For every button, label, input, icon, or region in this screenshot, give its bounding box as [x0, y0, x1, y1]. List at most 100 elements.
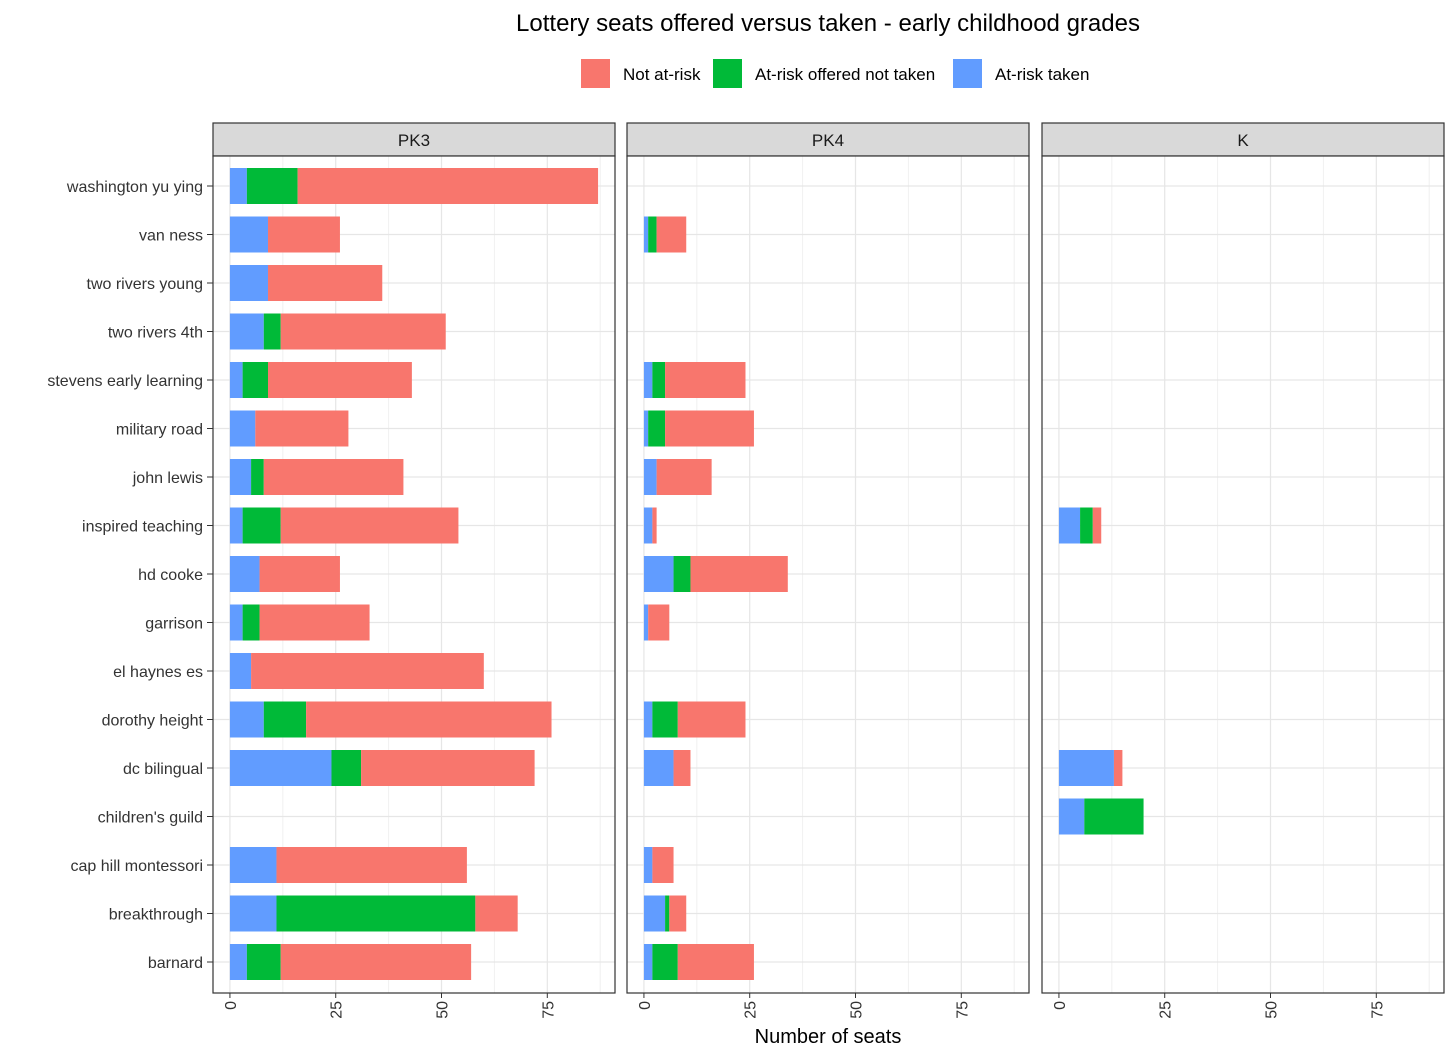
bar-pk3-garrison-offered [242, 604, 260, 641]
y-tick-label-van-ness: van ness [139, 228, 203, 245]
bar-pk4-barnard-taken [643, 944, 653, 980]
bar-pk3-two-rivers-young-not-at-risk [268, 265, 383, 301]
bar-pk3-stevens-early-learning-offered [242, 362, 269, 398]
bar-k-children-s-guild-taken [1058, 798, 1085, 835]
bar-pk4-van-ness-taken [643, 216, 649, 253]
y-tick-label-hd-cooke: hd cooke [138, 567, 203, 584]
bar-pk3-two-rivers-4th-not-at-risk [280, 313, 446, 350]
bar-pk4-inspired-teaching-taken [643, 507, 653, 544]
panel-pk3: PK3 0 25 50 75 [212, 122, 616, 1019]
bar-pk4-military-road-taken [643, 410, 649, 447]
bar-k-children-s-guild-offered [1084, 798, 1144, 835]
bar-k-inspired-teaching-taken [1058, 507, 1081, 544]
bar-pk3-van-ness-taken [229, 216, 269, 253]
bar-pk3-two-rivers-young-taken [229, 265, 269, 301]
bar-pk4-garrison-taken [643, 604, 649, 641]
panel-k: K 0 25 50 75 [1041, 122, 1445, 1019]
x-tick-label: 0 [1052, 1001, 1069, 1010]
bar-pk3-dc-bilingual-offered [331, 750, 362, 786]
bar-pk4-cap-hill-montessori-taken [643, 847, 653, 883]
legend-key-not-at-risk [581, 59, 610, 88]
bar-k-dc-bilingual-not-at-risk [1113, 750, 1123, 786]
bar-pk3-john-lewis-offered [251, 459, 264, 495]
bar-pk4-cap-hill-montessori-not-at-risk [652, 847, 674, 883]
bar-pk3-inspired-teaching-taken [229, 507, 243, 544]
bar-pk3-breakthrough-offered [276, 895, 476, 932]
bar-pk4-john-lewis-not-at-risk [656, 459, 712, 495]
panel-strip [626, 122, 1030, 157]
bar-pk3-stevens-early-learning-not-at-risk [268, 362, 412, 398]
bar-pk3-breakthrough-taken [229, 895, 277, 932]
bar-pk4-military-road-offered [648, 410, 666, 447]
x-tick-label: 50 [849, 1001, 866, 1019]
y-tick-label-stevens-early-learning: stevens early learning [47, 373, 203, 390]
panels: PK3 0 25 50 75 PK4 0 25 50 75 K 0 25 50 75 [212, 122, 1445, 1019]
y-tick-label-inspired-teaching: inspired teaching [82, 519, 203, 536]
bar-pk4-breakthrough-not-at-risk [669, 895, 687, 932]
bar-pk3-dorothy-height-taken [229, 701, 264, 738]
bar-k-dc-bilingual-taken [1058, 750, 1114, 786]
bar-pk4-barnard-offered [652, 944, 678, 980]
y-tick-label-two-rivers-4th: two rivers 4th [108, 325, 203, 342]
legend-label-not-at-risk: Not at-risk [623, 65, 701, 84]
y-tick-label-barnard: barnard [148, 955, 203, 972]
bar-pk3-dorothy-height-not-at-risk [306, 701, 552, 738]
bar-pk3-military-road-not-at-risk [255, 410, 349, 447]
bar-pk3-van-ness-not-at-risk [268, 216, 340, 253]
y-tick-label-el-haynes-es: el haynes es [113, 664, 203, 681]
legend-label-taken: At-risk taken [995, 65, 1089, 84]
bar-pk3-barnard-taken [229, 944, 247, 980]
legend-key-offered [713, 59, 742, 88]
bar-pk4-hd-cooke-not-at-risk [690, 556, 788, 592]
bar-pk3-cap-hill-montessori-not-at-risk [276, 847, 467, 883]
y-tick-label-breakthrough: breakthrough [109, 907, 203, 924]
panel-strip-label: PK4 [812, 131, 844, 150]
bar-pk4-stevens-early-learning-offered [652, 362, 666, 398]
bar-pk4-dorothy-height-taken [643, 701, 653, 738]
bar-pk3-dc-bilingual-not-at-risk [361, 750, 535, 786]
bar-pk4-van-ness-offered [648, 216, 657, 253]
bar-pk3-washington-yu-ying-offered [246, 168, 298, 204]
bar-pk4-barnard-not-at-risk [677, 944, 754, 980]
y-tick-label-dc-bilingual: dc bilingual [123, 761, 203, 778]
y-tick-label-dorothy-height: dorothy height [102, 713, 204, 730]
x-tick-label: 50 [435, 1001, 452, 1019]
x-tick-label: 0 [637, 1001, 654, 1010]
bar-pk4-dc-bilingual-taken [643, 750, 674, 786]
y-tick-label-john-lewis: john lewis [132, 470, 203, 487]
legend-label-offered: At-risk offered not taken [755, 65, 935, 84]
y-tick-label-children-s-guild: children's guild [98, 810, 203, 827]
bar-pk4-breakthrough-offered [665, 895, 670, 932]
bar-pk4-dc-bilingual-not-at-risk [673, 750, 691, 786]
bar-pk3-cap-hill-montessori-taken [229, 847, 277, 883]
y-tick-label-cap-hill-montessori: cap hill montessori [71, 858, 204, 875]
bar-pk4-john-lewis-taken [643, 459, 657, 495]
bar-pk3-washington-yu-ying-not-at-risk [297, 168, 599, 204]
panel-pk4: PK4 0 25 50 75 [626, 122, 1030, 1019]
y-tick-label-garrison: garrison [145, 616, 203, 633]
bar-pk3-el-haynes-es-taken [229, 653, 252, 689]
bar-k-inspired-teaching-not-at-risk [1092, 507, 1102, 544]
x-tick-label: 25 [743, 1001, 760, 1019]
bar-pk3-garrison-not-at-risk [259, 604, 370, 641]
bar-pk4-military-road-not-at-risk [665, 410, 754, 447]
bar-pk3-dorothy-height-offered [263, 701, 307, 738]
panel-border [626, 155, 1030, 994]
bar-pk3-barnard-offered [246, 944, 281, 980]
bar-pk3-military-road-taken [229, 410, 256, 447]
x-axis-title: Number of seats [755, 1026, 902, 1048]
bar-k-inspired-teaching-offered [1080, 507, 1093, 544]
bar-pk3-inspired-teaching-not-at-risk [280, 507, 459, 544]
panel-strip [212, 122, 616, 157]
bar-pk3-john-lewis-not-at-risk [263, 459, 404, 495]
bar-pk3-john-lewis-taken [229, 459, 252, 495]
bar-pk4-garrison-not-at-risk [648, 604, 670, 641]
panel-strip-label: PK3 [398, 131, 430, 150]
panel-border [1041, 155, 1445, 994]
legend-key-taken [953, 59, 982, 88]
bar-pk4-breakthrough-taken [643, 895, 666, 932]
bar-pk4-inspired-teaching-not-at-risk [652, 507, 657, 544]
legend: Not at-risk At-risk offered not taken At-r… [581, 59, 1089, 88]
